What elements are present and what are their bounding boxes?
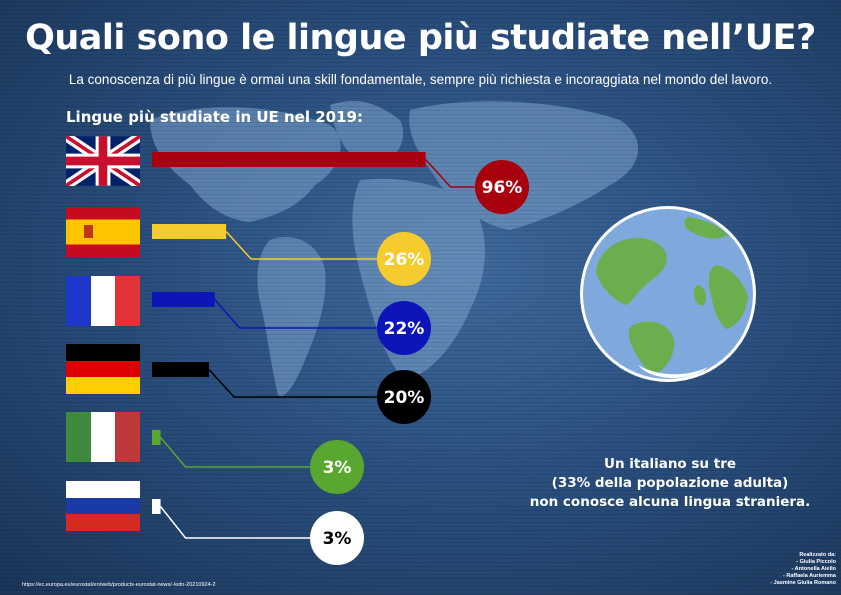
- credits-heading: Realizzato da:: [799, 552, 836, 558]
- bar-french: [152, 292, 215, 307]
- connector-line: [159, 506, 310, 539]
- credits-name: - Jasmine Giulia Romano: [770, 580, 836, 586]
- bar-russian: [152, 499, 161, 514]
- page-subtitle: La conoscenza di più lingue è ormai una …: [68, 72, 773, 87]
- germany-flag-icon: [66, 344, 140, 394]
- value-bubble: [475, 160, 529, 214]
- value-bubble: [310, 511, 364, 565]
- value-bubble: [377, 370, 431, 424]
- bar-italian: [152, 430, 161, 445]
- source-link[interactable]: https://ec.europa.eu/eurostat/en/web/pro…: [22, 582, 216, 588]
- note-line-2: (33% della popolazione adulta): [551, 475, 789, 491]
- uk-flag-icon: [66, 136, 140, 186]
- value-label: 22%: [384, 319, 425, 339]
- france-flag-icon: [66, 276, 140, 326]
- bar-english: [152, 152, 426, 167]
- value-bubble: [310, 440, 364, 494]
- value-bubble: [377, 232, 431, 286]
- earth-globe-icon: [580, 206, 756, 382]
- credits-name: - Raffaela Auriemma: [783, 573, 836, 579]
- connector-line: [214, 299, 377, 329]
- page-title: Quali sono le lingue più studiate nell’U…: [25, 18, 816, 58]
- spain-flag-icon: [66, 207, 140, 257]
- value-label: 3%: [323, 458, 352, 478]
- credits-name: - Giulia Piccolo: [796, 559, 836, 565]
- credits-block: Realizzato da: - Giulia Piccolo - Antone…: [770, 552, 836, 587]
- italy-flag-icon: [66, 412, 140, 462]
- value-label: 96%: [482, 178, 523, 198]
- note-line-3: non conosce alcuna lingua straniera.: [529, 494, 811, 510]
- note-line-1: Un italiano su tre: [603, 456, 737, 472]
- connector-line: [208, 368, 377, 398]
- value-bubble: [377, 301, 431, 355]
- connector-line: [159, 437, 310, 468]
- bar-spanish: [152, 224, 227, 239]
- bar-german: [152, 362, 209, 377]
- russia-flag-icon: [66, 481, 140, 531]
- connector-line: [225, 230, 377, 260]
- value-label: 3%: [323, 529, 352, 549]
- value-label: 20%: [384, 388, 425, 408]
- chart-section-label: Lingue più studiate in UE nel 2019:: [66, 108, 363, 126]
- credits-name: - Antonella Aiello: [791, 566, 836, 572]
- note-text: Un italiano su tre (33% della popolazion…: [520, 455, 820, 512]
- connector-line: [425, 158, 475, 188]
- value-label: 26%: [384, 250, 425, 270]
